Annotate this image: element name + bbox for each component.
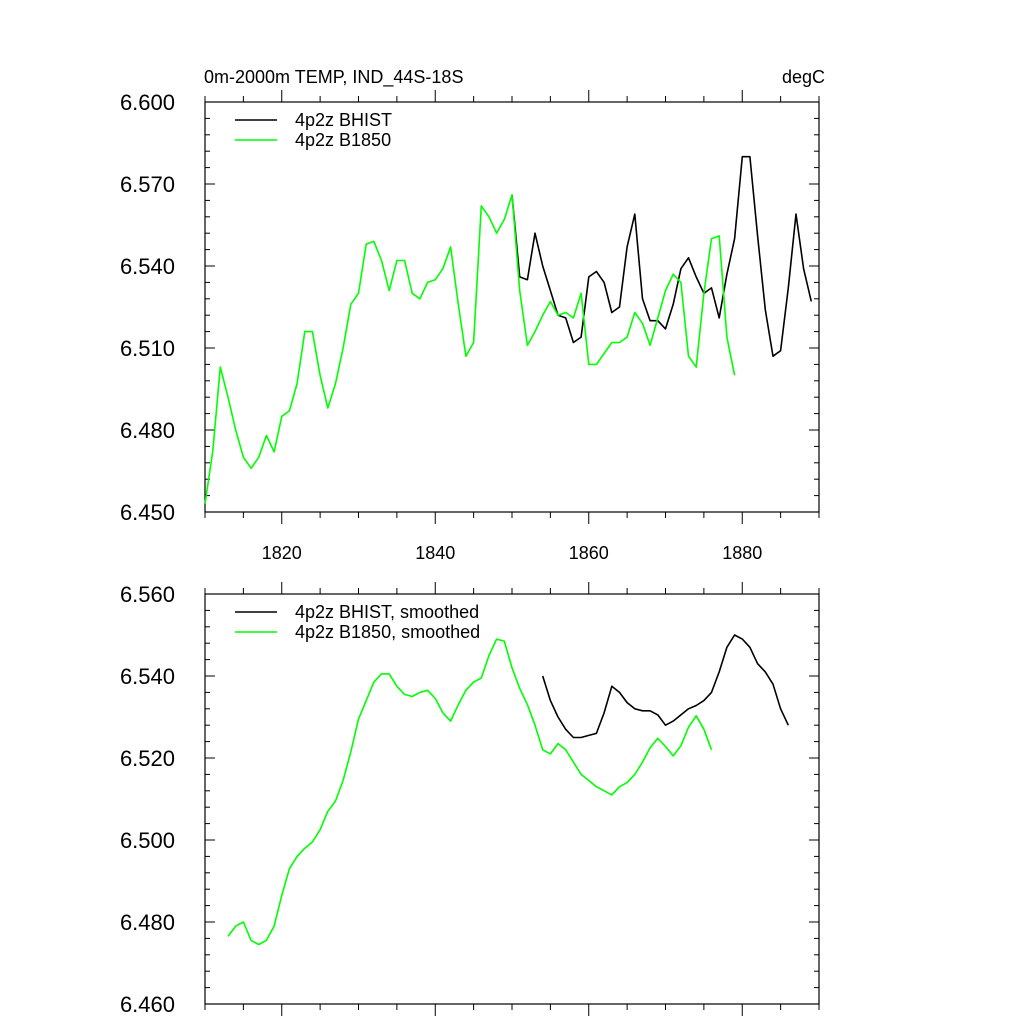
y-tick-label: 6.480 xyxy=(120,418,175,443)
top-plot-frame xyxy=(204,101,820,513)
top-series xyxy=(204,155,813,504)
series-line-4p2z-b1850-smoothed xyxy=(227,638,713,946)
y-tick-label: 6.510 xyxy=(120,336,175,361)
series-line-4p2z-bhist-smoothed xyxy=(541,634,790,739)
x-tick-label: 1880 xyxy=(722,543,762,563)
units-label: degC xyxy=(782,67,825,87)
y-tick-label: 6.600 xyxy=(120,90,175,115)
legend-label: 4p2z B1850, smoothed xyxy=(295,622,480,642)
series-line-4p2z-bhist xyxy=(511,155,813,358)
y-tick-label: 6.540 xyxy=(120,254,175,279)
y-tick-label: 6.480 xyxy=(120,910,175,935)
legend-label: 4p2z B1850 xyxy=(295,130,391,150)
x-tick-label: 1820 xyxy=(262,543,302,563)
chart-title: 0m-2000m TEMP, IND_44S-18S xyxy=(204,67,463,88)
bottom-plot-frame xyxy=(204,593,820,1005)
bottom-ticks: 6.460 6.480 6.500 6.520 6.540 6.560 xyxy=(120,582,820,1017)
bottom-panel: 6.460 6.480 6.500 6.520 6.540 6.560 4p2z BHIS… xyxy=(120,582,820,1017)
y-tick-label: 6.560 xyxy=(120,582,175,607)
x-tick-label: 1860 xyxy=(569,543,609,563)
top-panel: 0m-2000m TEMP, IND_44S-18S degC 6.4506.4… xyxy=(120,67,825,563)
y-tick-label: 6.500 xyxy=(120,828,175,853)
legend-label: 4p2z BHIST xyxy=(295,110,392,130)
x-tick-label: 1840 xyxy=(415,543,455,563)
y-tick-label: 6.540 xyxy=(120,664,175,689)
y-tick-label: 6.520 xyxy=(120,746,175,771)
top-ticks: 6.450 6.480 6.510 6.540 6.570 6.600 1820 1840 18… xyxy=(120,90,820,563)
y-tick-label: 6.460 xyxy=(120,992,175,1017)
y-tick-label: 6.570 xyxy=(120,172,175,197)
y-tick-label: 6.450 xyxy=(120,500,175,525)
bottom-series xyxy=(227,634,790,946)
series-line-4p2z-b1850 xyxy=(204,194,736,504)
legend-label: 4p2z BHIST, smoothed xyxy=(295,602,479,622)
